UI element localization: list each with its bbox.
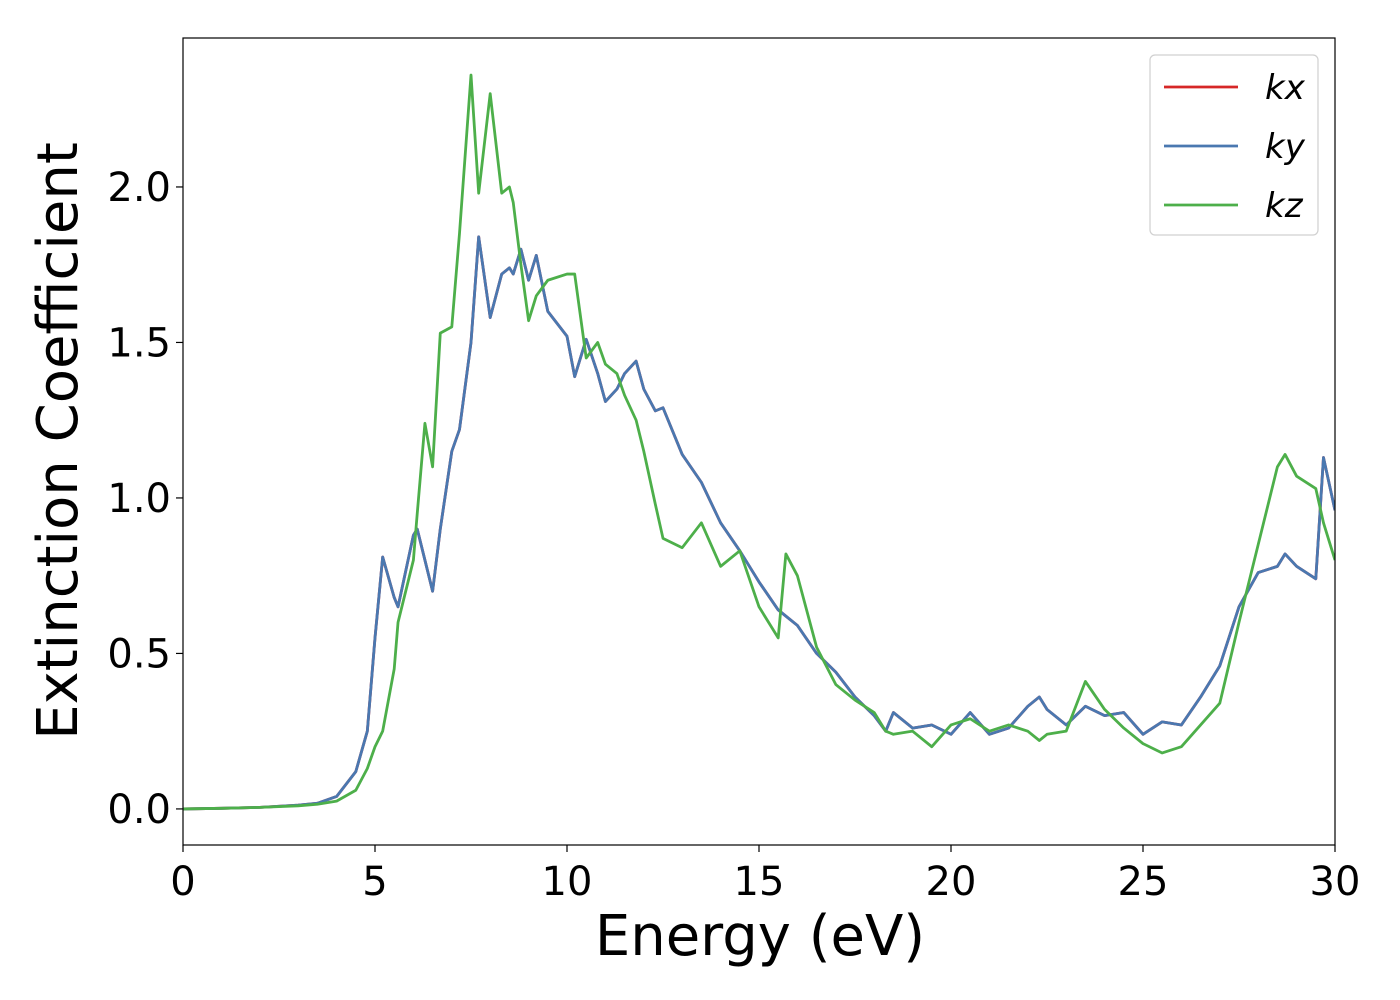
legend-label: kz [1265,186,1304,226]
series-line [183,73,1335,811]
x-tick-label: 15 [734,859,785,905]
series-line [183,235,1335,811]
x-tick-label: 0 [170,859,195,905]
y-tick-label: 0.0 [107,787,171,833]
y-tick-label: 0.5 [107,631,171,677]
x-tick-label: 20 [926,859,977,905]
legend-label: ky [1265,127,1306,167]
y-tick-label: 2.0 [107,165,171,211]
y-tick-label: 1.5 [107,320,171,366]
x-tick-label: 10 [542,859,593,905]
legend-label: kx [1265,68,1306,108]
x-axis-label: Energy (eV) [595,904,925,969]
x-tick-label: 25 [1118,859,1169,905]
x-tick-label: 30 [1310,859,1361,905]
x-tick-label: 5 [362,859,387,905]
y-tick-label: 1.0 [107,476,171,522]
y-axis-label: Extinction Coefficient [26,142,91,740]
